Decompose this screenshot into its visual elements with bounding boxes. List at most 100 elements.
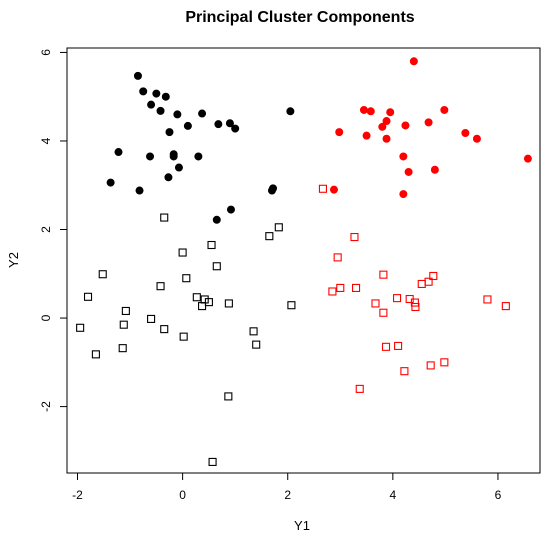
data-point bbox=[328, 287, 337, 296]
data-point bbox=[192, 293, 201, 302]
data-point bbox=[119, 320, 128, 329]
data-point bbox=[147, 314, 156, 323]
data-point bbox=[208, 457, 217, 466]
data-point bbox=[429, 271, 438, 281]
data-point bbox=[409, 57, 418, 66]
data-point bbox=[114, 148, 123, 157]
data-point bbox=[146, 152, 155, 161]
y-tick-label: 0 bbox=[39, 314, 53, 321]
series-3 bbox=[329, 57, 532, 199]
data-point bbox=[178, 248, 187, 257]
data-point bbox=[523, 154, 532, 163]
data-point bbox=[156, 106, 165, 115]
data-point bbox=[174, 163, 183, 172]
data-point bbox=[231, 124, 240, 133]
data-point bbox=[336, 283, 345, 292]
data-point bbox=[173, 110, 182, 119]
x-axis: -2 0 2 4 6 bbox=[72, 473, 502, 502]
data-point bbox=[379, 270, 388, 279]
data-point bbox=[352, 283, 361, 292]
data-point bbox=[417, 279, 426, 289]
data-point bbox=[286, 107, 295, 116]
data-point bbox=[164, 173, 173, 182]
data-point bbox=[355, 384, 364, 393]
data-point bbox=[371, 299, 380, 308]
x-tick-label: 6 bbox=[495, 488, 502, 502]
data-point bbox=[252, 340, 261, 349]
x-tick-label: 0 bbox=[179, 488, 186, 502]
data-point bbox=[212, 215, 221, 224]
data-point bbox=[274, 223, 283, 232]
data-point bbox=[156, 282, 165, 291]
y-axis: -2 0 2 4 6 bbox=[39, 49, 67, 412]
data-point bbox=[160, 213, 169, 222]
data-point bbox=[378, 122, 387, 131]
x-tick-label: 2 bbox=[284, 488, 291, 502]
data-point bbox=[160, 325, 169, 334]
y-tick-label: -2 bbox=[39, 401, 53, 412]
data-point bbox=[265, 232, 274, 241]
plot-area-frame bbox=[66, 47, 541, 474]
data-point bbox=[362, 131, 371, 140]
data-point bbox=[483, 295, 492, 304]
y-tick-label: 2 bbox=[39, 226, 53, 233]
data-point bbox=[212, 262, 221, 271]
data-point bbox=[359, 105, 368, 114]
x-axis-label: Y1 bbox=[294, 518, 310, 533]
data-point bbox=[501, 302, 510, 311]
data-point bbox=[392, 294, 402, 303]
data-point bbox=[198, 302, 207, 311]
x-tick-label: 4 bbox=[390, 488, 397, 502]
data-point bbox=[461, 128, 470, 137]
data-point bbox=[430, 165, 439, 174]
y-axis-label: Y2 bbox=[6, 252, 21, 268]
data-point bbox=[106, 178, 115, 187]
data-point bbox=[249, 327, 258, 336]
data-point bbox=[401, 121, 410, 130]
data-point bbox=[165, 128, 174, 137]
data-point bbox=[335, 128, 344, 137]
data-point bbox=[269, 184, 278, 193]
data-point bbox=[147, 100, 156, 109]
data-point bbox=[161, 92, 170, 101]
data-point bbox=[426, 361, 435, 370]
series-1 bbox=[106, 71, 295, 224]
data-point bbox=[366, 107, 375, 116]
data-point bbox=[411, 302, 420, 312]
data-point bbox=[226, 205, 235, 214]
data-point bbox=[440, 358, 449, 367]
data-point bbox=[382, 117, 391, 126]
data-points bbox=[76, 57, 532, 466]
data-point bbox=[183, 121, 192, 130]
data-point bbox=[472, 134, 481, 143]
data-point bbox=[121, 306, 130, 316]
data-point bbox=[329, 185, 338, 194]
data-point bbox=[400, 367, 409, 376]
data-point bbox=[225, 119, 234, 128]
data-point bbox=[207, 240, 216, 250]
data-point bbox=[424, 118, 433, 127]
data-point bbox=[135, 186, 144, 195]
data-point bbox=[350, 232, 359, 242]
chart-title: Principal Cluster Components bbox=[185, 9, 414, 26]
data-point bbox=[381, 342, 391, 351]
y-tick-label: 4 bbox=[39, 137, 53, 144]
data-point bbox=[440, 105, 449, 114]
data-point bbox=[204, 298, 213, 307]
data-point bbox=[382, 134, 391, 143]
data-point bbox=[379, 308, 388, 317]
data-point bbox=[83, 292, 93, 301]
data-point bbox=[333, 253, 342, 262]
series-2 bbox=[76, 213, 296, 466]
data-point bbox=[404, 167, 413, 176]
data-point bbox=[152, 89, 161, 98]
data-point bbox=[76, 323, 85, 332]
data-point bbox=[98, 270, 107, 279]
series-4 bbox=[318, 184, 510, 393]
data-point bbox=[118, 344, 127, 353]
data-point bbox=[287, 301, 296, 310]
data-point bbox=[198, 109, 207, 118]
data-point bbox=[194, 152, 203, 161]
y-tick-label: 6 bbox=[39, 49, 53, 56]
